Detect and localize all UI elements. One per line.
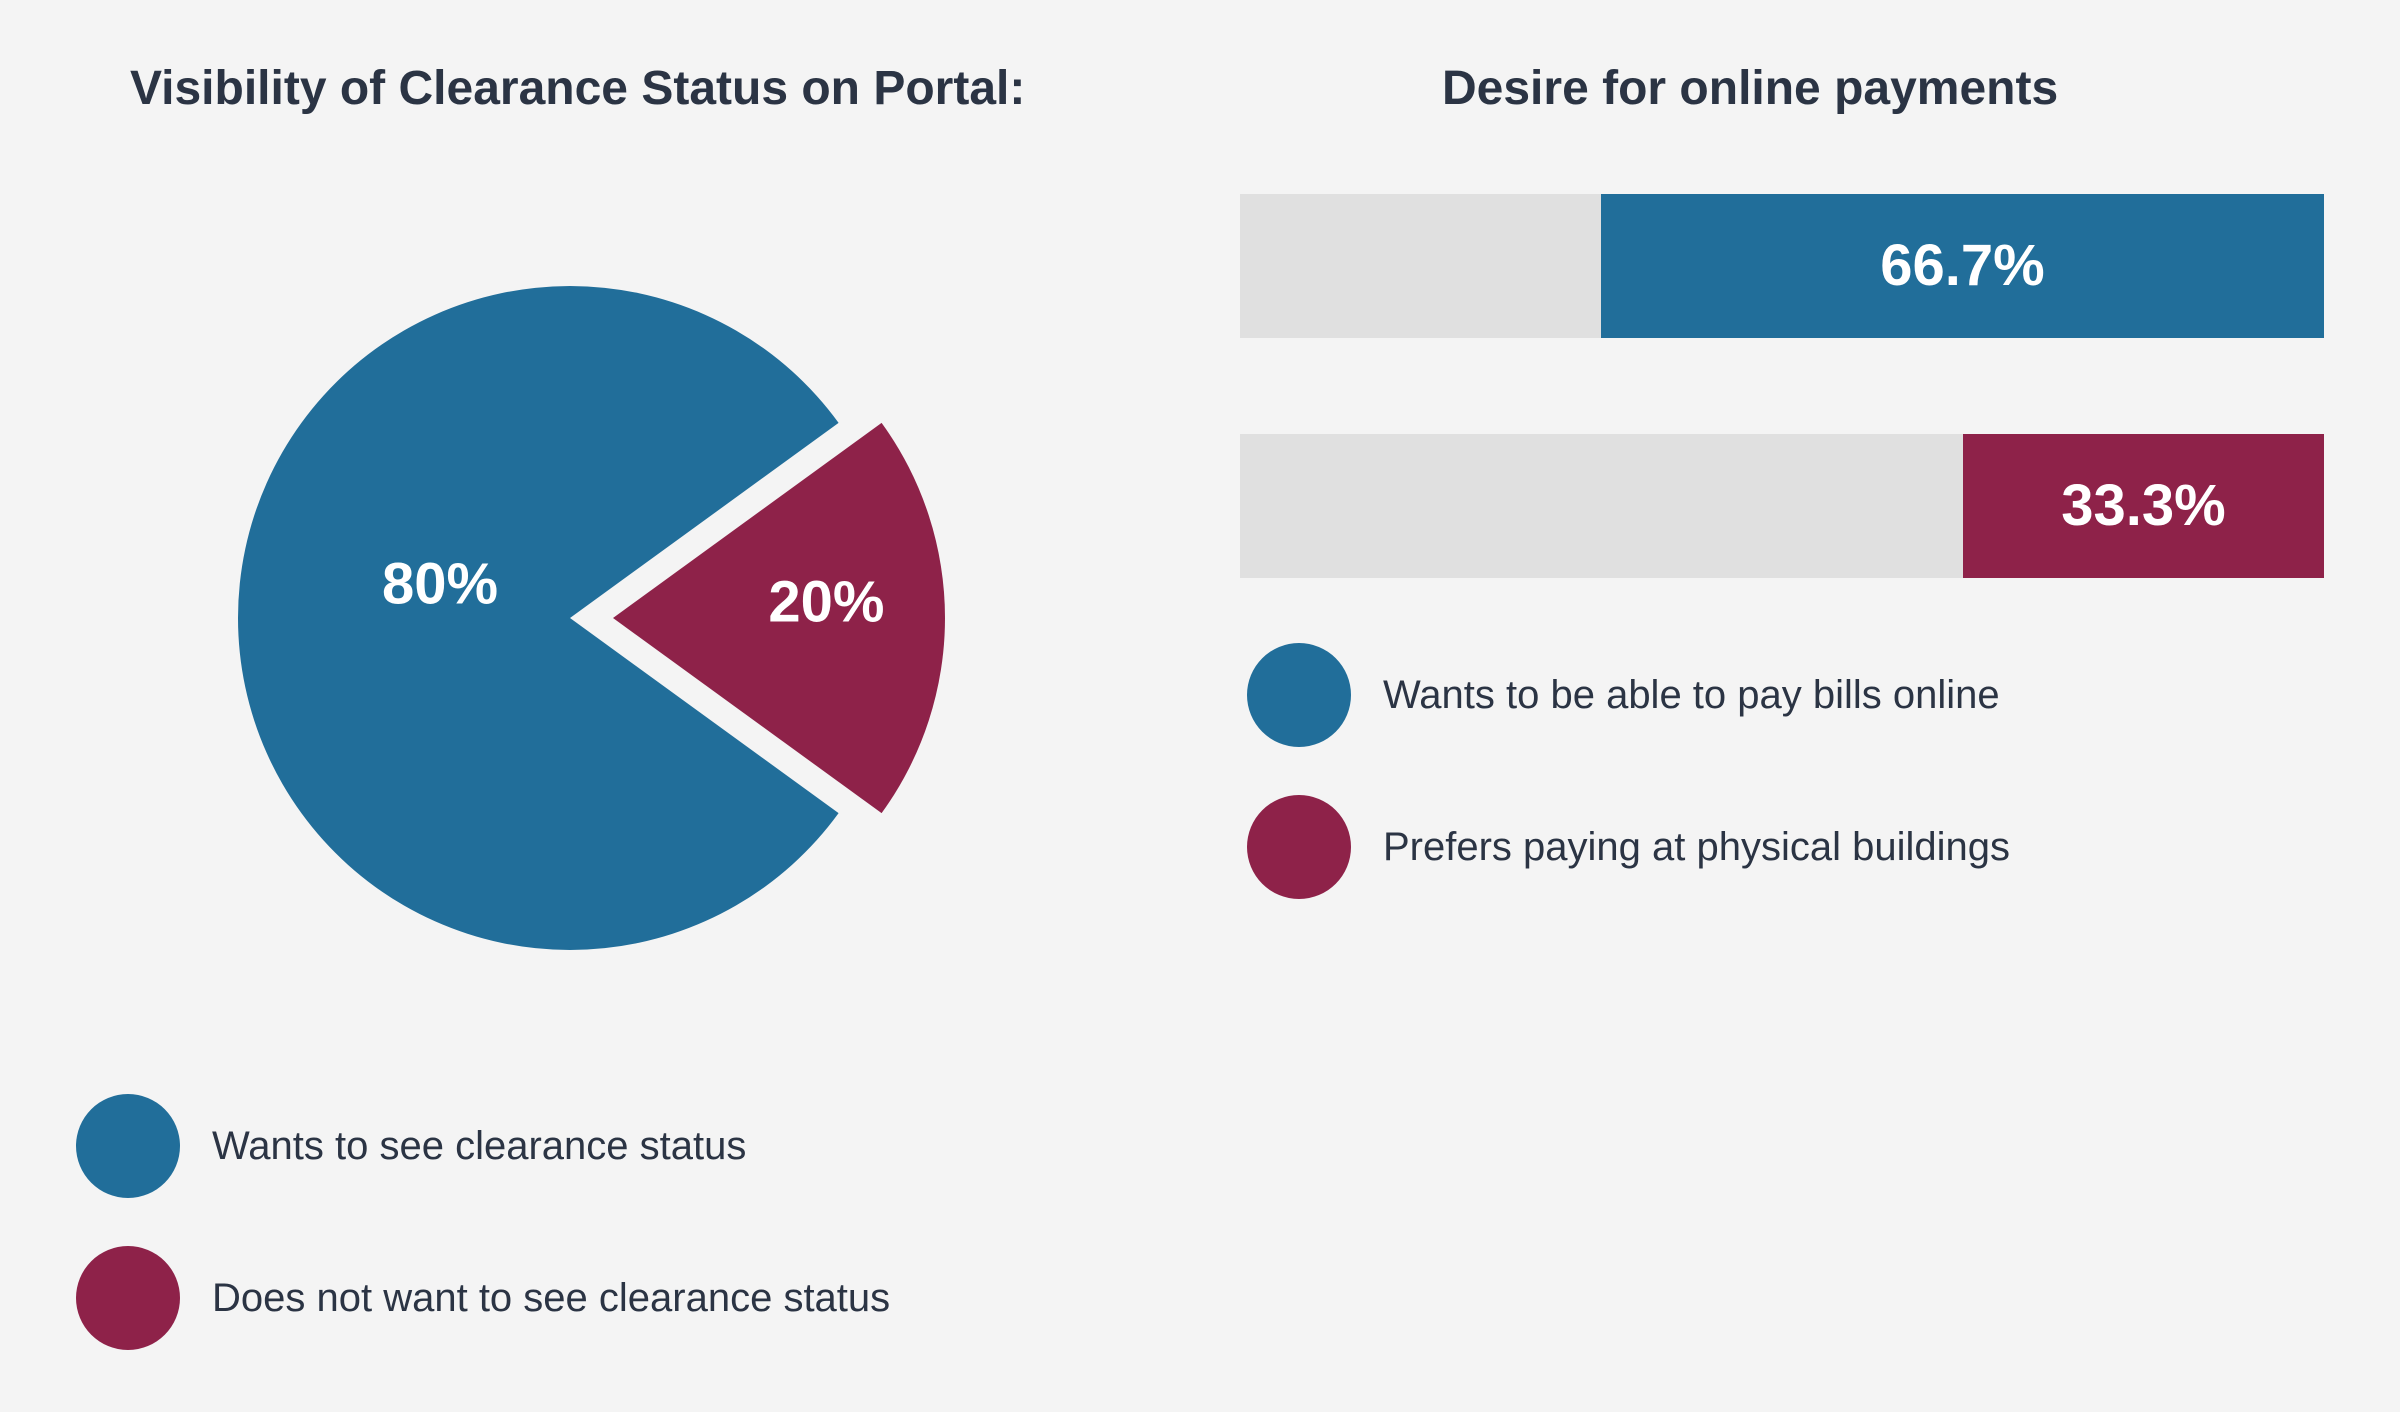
bar-track: 66.7% xyxy=(1240,194,2324,338)
bar-chart-title: Desire for online payments xyxy=(1442,62,2059,115)
legend-swatch-blue xyxy=(76,1094,180,1198)
legend-label: Prefers paying at physical buildings xyxy=(1383,825,2011,869)
pie-slice-does-not-want xyxy=(613,422,945,814)
bar-chart: 66.7% 33.3% xyxy=(1240,194,2324,580)
bar-legend: Wants to be able to pay bills online Pre… xyxy=(1247,643,2247,903)
pie-chart: 80% 20% xyxy=(237,285,945,951)
legend-swatch-blue xyxy=(1247,643,1351,747)
legend-swatch-maroon xyxy=(76,1246,180,1350)
legend-label: Wants to be able to pay bills online xyxy=(1383,673,2000,717)
pie-slice-wants xyxy=(237,285,839,951)
pie-chart-title: Visibility of Clearance Status on Portal… xyxy=(130,62,1026,115)
pie-label-wants: 80% xyxy=(382,551,498,616)
legend-swatch-maroon xyxy=(1247,795,1351,899)
legend-label: Wants to see clearance status xyxy=(212,1124,747,1168)
bar-pay-online xyxy=(1600,194,2324,338)
legend-label: Does not want to see clearance status xyxy=(212,1276,891,1320)
pie-label-does-not-want: 20% xyxy=(768,569,884,634)
bar-pay-in-person xyxy=(1963,434,2324,578)
pie-legend: Wants to see clearance status Does not w… xyxy=(76,1094,1076,1354)
bar-value-label: 66.7% xyxy=(1880,233,2045,298)
bar-value-label: 33.3% xyxy=(2061,473,2226,538)
bar-track: 33.3% xyxy=(1240,434,2324,578)
